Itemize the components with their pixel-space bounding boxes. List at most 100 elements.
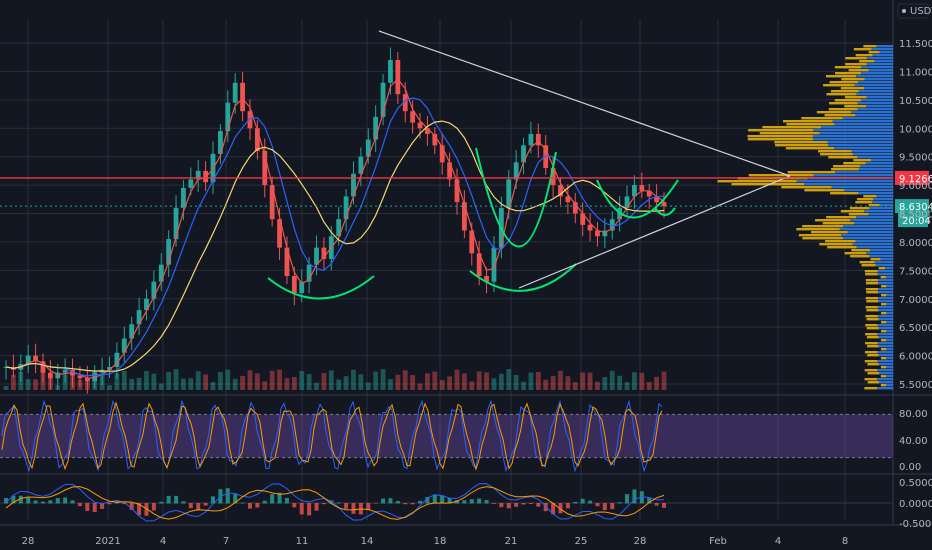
triangle-lower-trendline[interactable]	[518, 175, 791, 289]
volume-profile-bar-buy	[813, 129, 893, 132]
macd-histogram-bar	[521, 503, 526, 505]
volume-profile-bar-sell	[866, 318, 879, 321]
macd-histogram-bar	[329, 500, 334, 504]
candle-body	[343, 196, 349, 220]
volume-profile-bar-buy	[877, 333, 893, 336]
time-axis[interactable]: 28 2021 4 7 11 14 18 21 25 28 Feb 4 8	[22, 536, 849, 547]
volume-profile-bar-sell	[840, 210, 865, 213]
candle-body	[166, 239, 172, 265]
candle-body	[240, 82, 245, 112]
volume-bar	[114, 373, 120, 390]
candle-body	[277, 219, 282, 248]
volume-profile-bar-buy	[857, 108, 893, 111]
volume-profile-bar-buy	[877, 360, 893, 363]
macd-histogram-bar	[336, 502, 341, 504]
macd-histogram-bar	[144, 503, 149, 516]
time-tick-label: 28	[22, 536, 35, 547]
candle-body	[476, 253, 482, 277]
macd-histogram-bar	[233, 494, 238, 504]
volume-bar	[513, 374, 519, 390]
time-tick-label: 11	[296, 536, 309, 547]
time-tick-label: 18	[434, 536, 447, 547]
cup-pattern-1[interactable]	[267, 275, 375, 300]
candle-body	[469, 230, 475, 254]
candle-body	[454, 179, 460, 203]
candle-body	[461, 202, 467, 231]
volume-profile-bar-buy	[858, 81, 893, 84]
handle-pattern[interactable]	[654, 207, 676, 216]
volume-profile-bar-sell	[870, 258, 881, 261]
macd-histogram-bar	[85, 503, 90, 511]
volume-profile-bar-sell	[880, 294, 887, 297]
volume-profile-bar-buy	[878, 291, 893, 294]
cup-pattern-4[interactable]	[596, 179, 679, 219]
volume-profile-bar-buy	[844, 189, 893, 192]
volume-profile-bar-sell	[866, 336, 879, 339]
volume-profile-bar-buy	[868, 69, 893, 72]
macd-histogram-bar	[403, 503, 408, 505]
volume-profile-bar-sell	[865, 306, 878, 309]
volume-bar	[218, 372, 223, 390]
macd-histogram-bar	[573, 501, 578, 504]
volume-profile-bar-buy	[855, 240, 893, 243]
macd-histogram-bar	[11, 495, 16, 504]
candle-body	[365, 139, 371, 157]
volume-bar	[291, 376, 297, 390]
volume-profile-bar-buy	[828, 144, 893, 147]
volume-profile-bar-sell	[796, 228, 840, 231]
volume-profile-bar-sell	[849, 207, 870, 210]
volume-bar	[447, 376, 452, 390]
candle-body	[565, 196, 571, 203]
volume-bar	[565, 376, 571, 390]
pattern-drawings[interactable]	[267, 30, 791, 300]
volume-profile-bar-buy	[877, 270, 893, 273]
volume-profile-bar-buy	[851, 150, 893, 153]
volume-profile-bar-buy	[879, 381, 893, 384]
price-tick-label: 7.5000	[899, 266, 932, 277]
candle-body	[439, 145, 445, 163]
volume-bar	[181, 378, 186, 390]
macd-histogram-bar	[55, 498, 60, 504]
volume-profile-bar-sell	[864, 378, 878, 381]
volume-profile-bar-sell	[844, 105, 867, 108]
macd-histogram-bar	[543, 503, 548, 512]
volume-profile-bar-buy	[850, 219, 893, 222]
volume-profile-bar-buy	[813, 138, 893, 141]
volume-profile-bar-sell	[830, 192, 859, 195]
macd-histogram-bar	[270, 494, 275, 504]
stoch-tick-label: 80.00	[899, 409, 928, 420]
candle-body	[203, 170, 209, 183]
macd-histogram-bar	[351, 503, 356, 514]
volume-bar	[269, 370, 275, 390]
volume-profile-bar-buy	[852, 153, 893, 156]
time-tick-label: 8	[842, 536, 848, 547]
macd-histogram-bar	[48, 500, 53, 504]
macd-histogram-bar	[647, 498, 652, 504]
volume-bar	[240, 375, 245, 390]
cup-pattern-3[interactable]	[475, 147, 557, 248]
volume-profile-bar-sell	[880, 384, 887, 387]
stochastic-rsi-panel[interactable]: 80.00 40.00 0.00	[0, 399, 928, 473]
volume-profile-bar-sell	[820, 153, 853, 156]
ma-fast-line	[5, 78, 665, 379]
volume-profile-bar-buy	[872, 201, 893, 204]
price-tick-label: 11.5000	[899, 39, 932, 50]
candle-body	[624, 196, 630, 208]
candle-body	[306, 264, 312, 282]
volume-bar	[646, 382, 652, 390]
price-tick-label: 8.5000	[899, 210, 932, 221]
candle-body	[136, 310, 142, 325]
volume-bar	[232, 378, 238, 390]
volume-bar	[395, 374, 401, 390]
volume-profile-bar-buy	[886, 357, 893, 360]
macd-histogram-bar	[425, 496, 430, 504]
volume-profile-bar-sell	[880, 285, 887, 288]
cup-pattern-2[interactable]	[469, 263, 577, 292]
volume-profile-bar-sell	[829, 81, 859, 84]
volume-profile-bar-buy	[886, 375, 893, 378]
macd-panel[interactable]: 0.5000 0.0000 -0.5000	[0, 478, 932, 530]
currency-selector[interactable]: USDT	[897, 3, 932, 19]
triangle-upper-trendline[interactable]	[378, 30, 791, 177]
price-axis[interactable]: 11.5000 11.0000 10.5000 10.0000 9.5000 9.0000…	[899, 39, 932, 391]
